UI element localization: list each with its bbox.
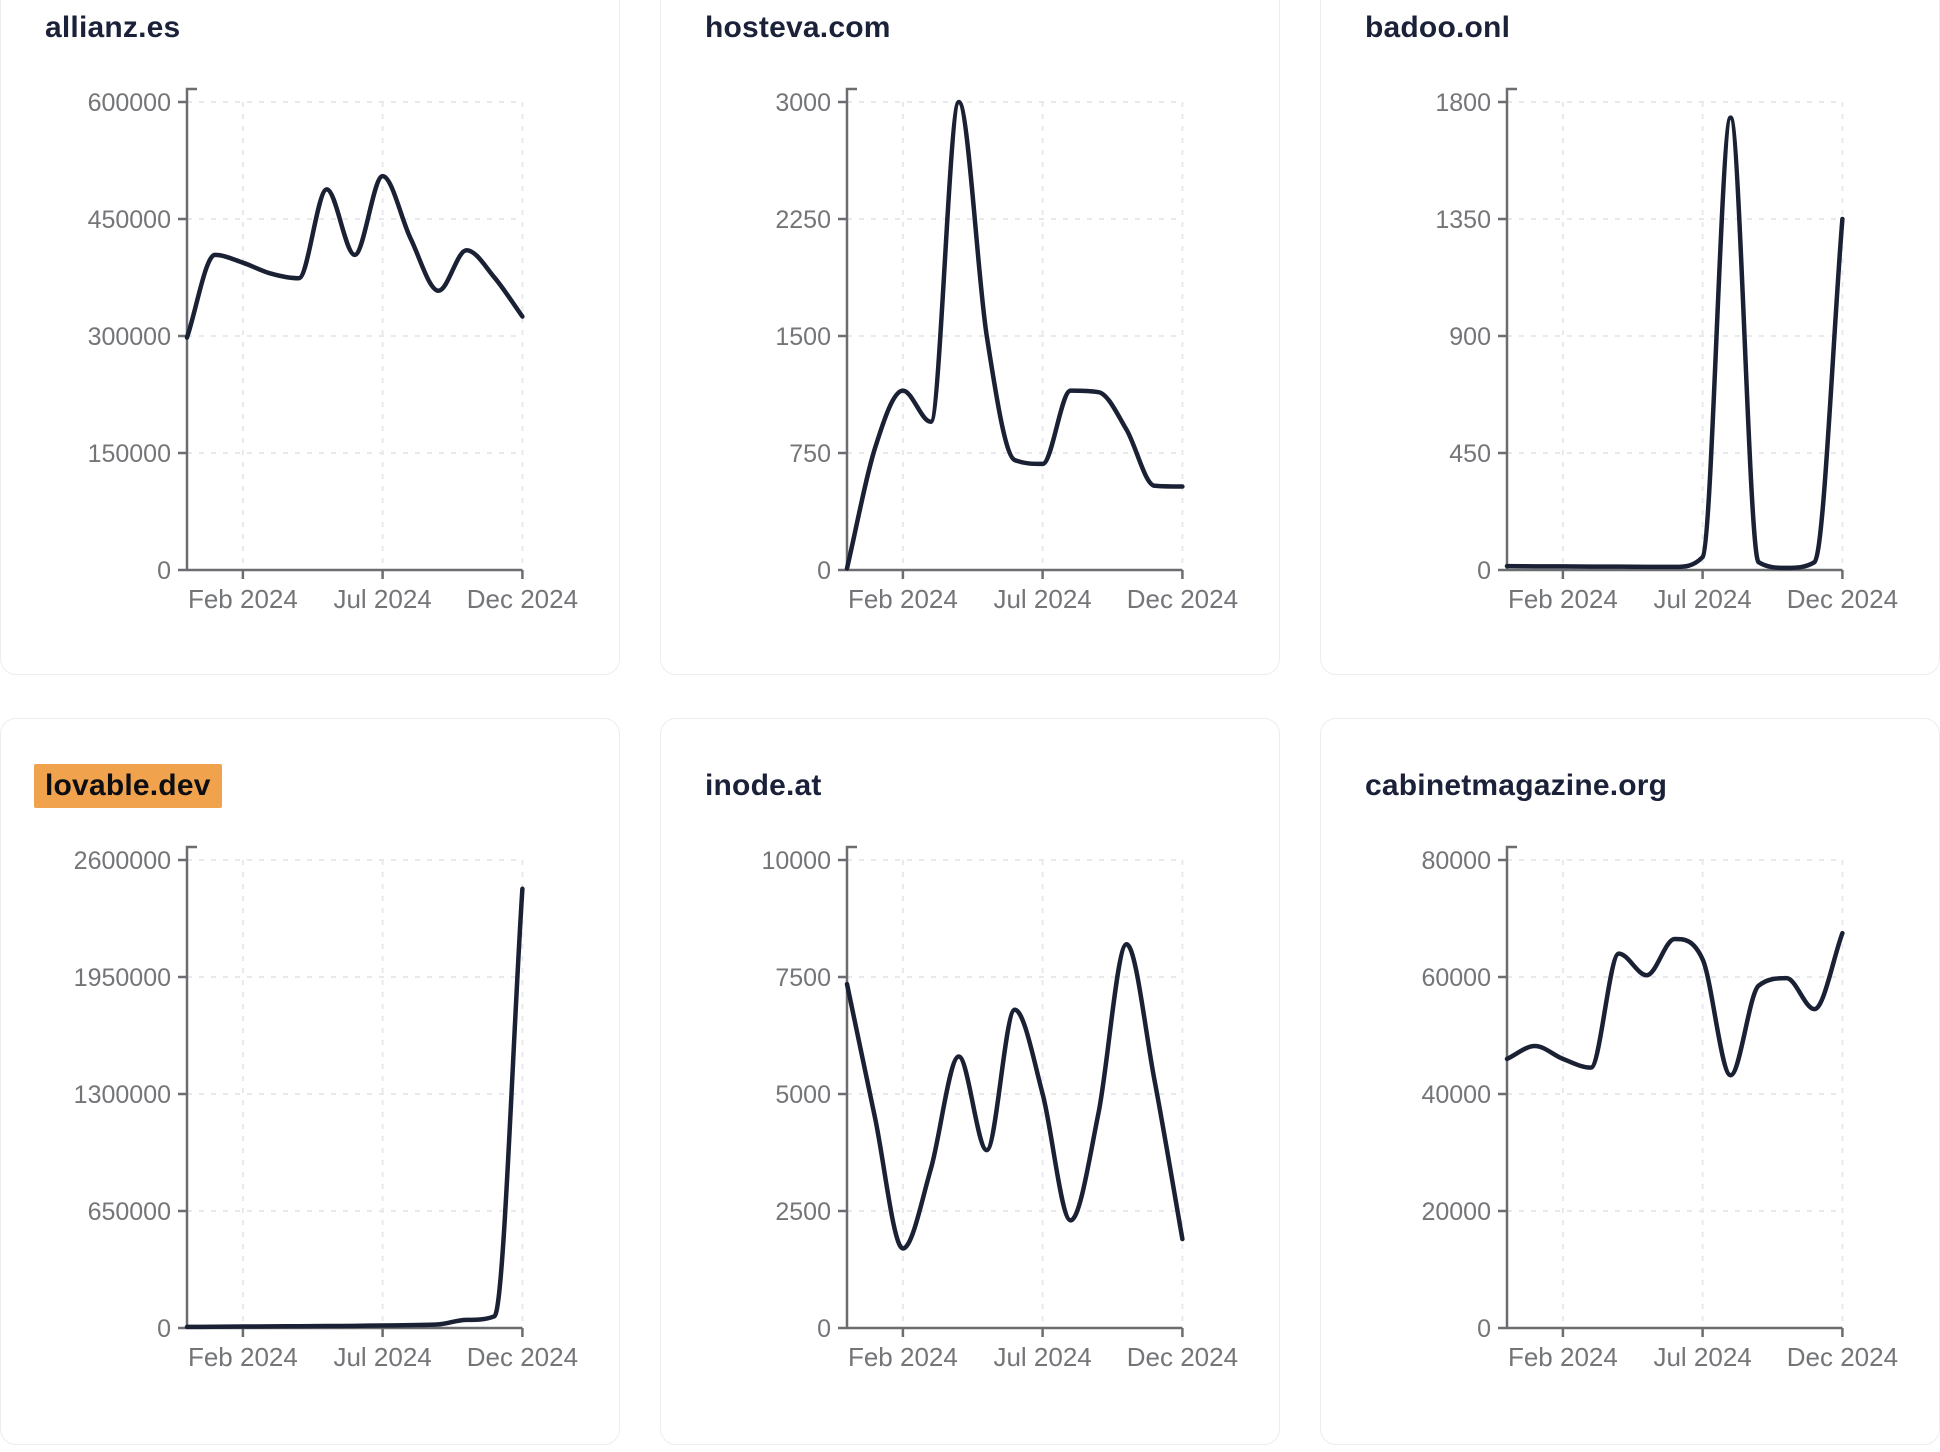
y-tick-label: 40000 — [1421, 1081, 1491, 1109]
domain-chart-card-lovable-dev[interactable]: lovable.dev 0 650000 1300000 1950000 2600000 F… — [0, 718, 620, 1445]
y-tick-label: 2500 — [775, 1198, 831, 1226]
y-axis: 0 2500 5000 7500 10000 — [761, 845, 857, 1343]
y-axis: 0 650000 1300000 1950000 2600000 — [74, 845, 197, 1343]
y-tick-label: 1950000 — [74, 964, 171, 992]
x-axis: Feb 2024 Jul 2024 Dec 2024 — [187, 1326, 578, 1372]
x-axis: Feb 2024 Jul 2024 Dec 2024 — [1507, 1326, 1898, 1372]
y-tick-label: 10000 — [761, 847, 831, 875]
x-tick-label: Jul 2024 — [333, 1342, 431, 1372]
y-tick-label: 650000 — [88, 1198, 171, 1226]
x-tick-label: Dec 2024 — [1787, 584, 1898, 614]
x-axis: Feb 2024 Jul 2024 Dec 2024 — [187, 568, 578, 614]
x-tick-label: Feb 2024 — [188, 584, 298, 614]
y-tick-label: 0 — [157, 557, 171, 585]
gridlines — [847, 101, 1184, 570]
line-chart: 0 2500 5000 7500 10000 Feb 2024 Jul 2024 Dec 20… — [761, 845, 1238, 1372]
traffic-line-series — [844, 941, 1185, 1251]
x-tick-label: Feb 2024 — [1508, 584, 1618, 614]
y-axis: 0 20000 40000 60000 80000 — [1421, 845, 1517, 1343]
traffic-line-series — [1504, 930, 1845, 1078]
x-tick-label: Jul 2024 — [993, 1342, 1091, 1372]
x-tick-label: Jul 2024 — [1653, 1342, 1751, 1372]
x-axis: Feb 2024 Jul 2024 Dec 2024 — [847, 568, 1238, 614]
gridlines — [187, 859, 524, 1328]
domain-name-label: hosteva.com — [705, 11, 891, 44]
y-tick-label: 2600000 — [74, 847, 171, 875]
line-chart: 0 150000 300000 450000 600000 Feb 2024 Jul 202… — [88, 87, 578, 614]
y-tick-label: 600000 — [88, 89, 171, 117]
card-title: allianz.es — [45, 11, 180, 45]
y-tick-label: 0 — [157, 1315, 171, 1343]
y-tick-label: 450000 — [88, 206, 171, 234]
gridlines — [1507, 101, 1844, 570]
y-tick-label: 1300000 — [74, 1081, 171, 1109]
x-tick-label: Dec 2024 — [1127, 1342, 1238, 1372]
domain-name-label: badoo.onl — [1365, 11, 1511, 44]
traffic-line-series — [844, 99, 1185, 571]
y-tick-label: 0 — [817, 1315, 831, 1343]
domain-name-label: lovable.dev — [34, 764, 222, 808]
y-axis: 0 750 1500 2250 3000 — [775, 87, 857, 585]
y-tick-label: 1350 — [1435, 206, 1491, 234]
y-axis: 0 450 900 1350 1800 — [1435, 87, 1517, 585]
card-title: badoo.onl — [1365, 11, 1510, 45]
domain-chart-card-allianz-es[interactable]: allianz.es 0 150000 300000 450000 600000 Feb 2… — [0, 0, 620, 675]
domain-name-label: cabinetmagazine.org — [1365, 769, 1668, 802]
y-tick-label: 1800 — [1435, 89, 1491, 117]
line-chart: 0 750 1500 2250 3000 Feb 2024 Jul 2024 Dec 2024 — [775, 87, 1238, 614]
traffic-line-series — [184, 173, 525, 340]
y-tick-label: 900 — [1449, 323, 1491, 351]
traffic-line-series — [1504, 115, 1845, 571]
gridlines — [1507, 859, 1844, 1328]
y-tick-label: 20000 — [1421, 1198, 1491, 1226]
y-tick-label: 0 — [1477, 557, 1491, 585]
y-tick-label: 60000 — [1421, 964, 1491, 992]
card-title: hosteva.com — [705, 11, 891, 45]
x-axis: Feb 2024 Jul 2024 Dec 2024 — [1507, 568, 1898, 614]
y-tick-label: 450 — [1449, 440, 1491, 468]
x-tick-label: Feb 2024 — [848, 1342, 958, 1372]
domain-name-label: inode.at — [705, 769, 822, 802]
x-tick-label: Dec 2024 — [1787, 1342, 1898, 1372]
y-tick-label: 750 — [789, 440, 831, 468]
y-tick-label: 0 — [817, 557, 831, 585]
card-title: cabinetmagazine.org — [1365, 769, 1667, 803]
line-chart: 0 650000 1300000 1950000 2600000 Feb 2024 Jul … — [74, 845, 578, 1372]
x-tick-label: Jul 2024 — [333, 584, 431, 614]
x-tick-label: Jul 2024 — [1653, 584, 1751, 614]
x-tick-label: Feb 2024 — [1508, 1342, 1618, 1372]
gridlines — [187, 101, 524, 570]
domain-chart-card-cabinetmagazine-org[interactable]: cabinetmagazine.org 0 20000 40000 60000 80000… — [1320, 718, 1940, 1445]
y-tick-label: 300000 — [88, 323, 171, 351]
y-tick-label: 0 — [1477, 1315, 1491, 1343]
x-tick-label: Dec 2024 — [1127, 584, 1238, 614]
y-tick-label: 1500 — [775, 323, 831, 351]
x-tick-label: Feb 2024 — [848, 584, 958, 614]
card-title: inode.at — [705, 769, 822, 803]
domain-chart-card-badoo-onl[interactable]: badoo.onl 0 450 900 1350 1800 Feb 2024 Jul 2024… — [1320, 0, 1940, 675]
domain-chart-card-hosteva-com[interactable]: hosteva.com 0 750 1500 2250 3000 Feb 2024 Jul 2… — [660, 0, 1280, 675]
y-tick-label: 80000 — [1421, 847, 1491, 875]
x-tick-label: Jul 2024 — [993, 584, 1091, 614]
line-chart: 0 450 900 1350 1800 Feb 2024 Jul 2024 Dec 2024 — [1435, 87, 1898, 614]
x-axis: Feb 2024 Jul 2024 Dec 2024 — [847, 1326, 1238, 1372]
x-tick-label: Dec 2024 — [467, 584, 578, 614]
y-axis: 0 150000 300000 450000 600000 — [88, 87, 197, 585]
traffic-line-series — [184, 886, 525, 1330]
line-chart: 0 20000 40000 60000 80000 Feb 2024 Jul 2024 Dec… — [1421, 845, 1898, 1372]
card-title-highlighted: lovable.dev — [34, 764, 222, 808]
x-tick-label: Feb 2024 — [188, 1342, 298, 1372]
gridlines — [847, 859, 1184, 1328]
y-tick-label: 5000 — [775, 1081, 831, 1109]
domain-chart-card-inode-at[interactable]: inode.at 0 2500 5000 7500 10000 Feb 2024 Jul 20… — [660, 718, 1280, 1445]
y-tick-label: 7500 — [775, 964, 831, 992]
domain-name-label: allianz.es — [45, 11, 181, 44]
y-tick-label: 2250 — [775, 206, 831, 234]
y-tick-label: 150000 — [88, 440, 171, 468]
y-tick-label: 3000 — [775, 89, 831, 117]
x-tick-label: Dec 2024 — [467, 1342, 578, 1372]
